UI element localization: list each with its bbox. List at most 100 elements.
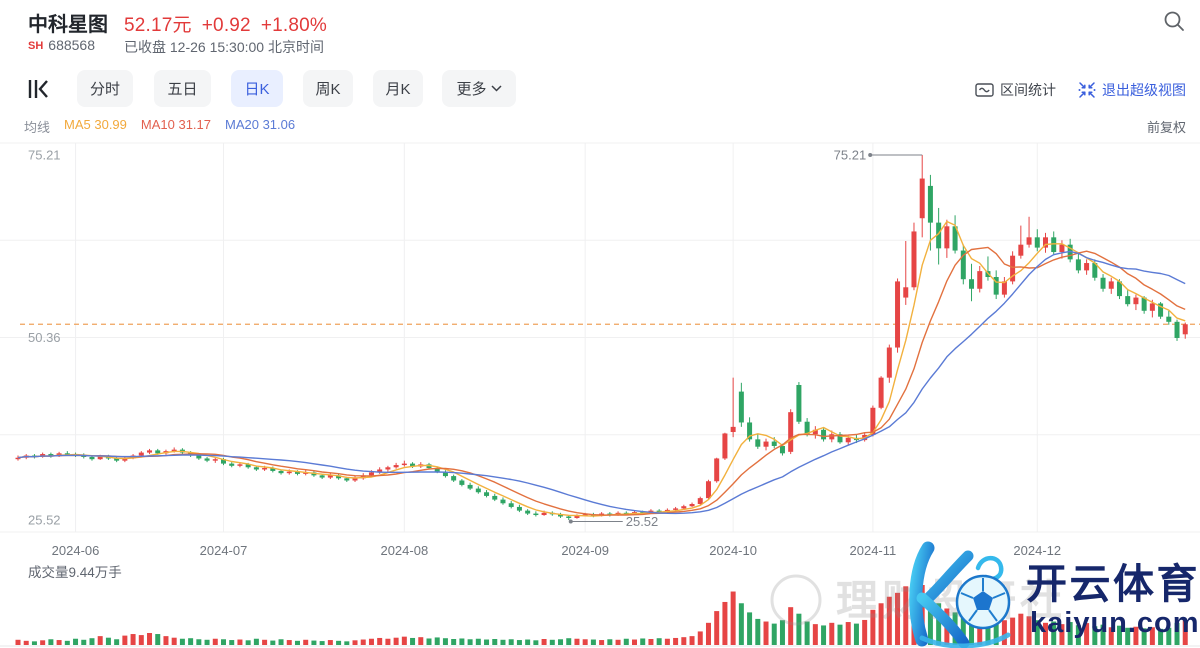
volume-bar xyxy=(1026,616,1032,645)
candle-body xyxy=(245,464,251,468)
tab-intraday[interactable]: 分时 xyxy=(77,70,133,107)
volume-bar xyxy=(1149,627,1155,645)
volume-bar xyxy=(1010,617,1016,645)
volume-bar xyxy=(442,638,448,645)
volume-bar xyxy=(1059,624,1065,645)
candle-body xyxy=(48,454,54,457)
candle-body xyxy=(459,480,465,485)
candle-body xyxy=(837,434,843,443)
candle-body xyxy=(886,347,892,378)
volume-bar xyxy=(1092,626,1098,645)
volume-bar xyxy=(212,638,218,645)
volume-bar xyxy=(327,640,333,645)
candle-body xyxy=(870,407,876,435)
volume-bar xyxy=(155,634,161,645)
volume-bar xyxy=(738,603,744,645)
candle-body xyxy=(1059,244,1065,253)
tab-five-day[interactable]: 五日 xyxy=(154,70,211,107)
volume-bar xyxy=(936,603,942,645)
candle-body xyxy=(1051,237,1057,253)
volume-bar xyxy=(385,638,391,645)
volume-bar xyxy=(344,641,350,645)
volume-bar xyxy=(903,586,909,645)
candle-body xyxy=(253,467,259,470)
candle-body xyxy=(763,441,769,447)
volume-bar xyxy=(1084,623,1090,645)
volume-bar xyxy=(286,640,292,645)
volume-bar xyxy=(377,637,383,645)
candle-body xyxy=(919,178,925,219)
candle-body xyxy=(1034,237,1040,248)
y-axis-label: 25.52 xyxy=(28,513,61,528)
volume-bar xyxy=(114,639,120,645)
candle-body xyxy=(270,468,276,471)
candle-body xyxy=(221,459,226,464)
search-icon[interactable] xyxy=(1162,9,1186,33)
volume-bar xyxy=(927,594,933,645)
volume-bar xyxy=(919,585,925,645)
volume-bar xyxy=(1174,622,1180,645)
volume-bar xyxy=(722,601,728,645)
candle-body xyxy=(262,468,268,470)
volume-bar xyxy=(549,639,555,645)
volume-bar xyxy=(508,639,514,645)
range-statistics-button[interactable]: 区间统计 xyxy=(975,80,1056,100)
exit-super-label: 退出超级视图 xyxy=(1102,82,1186,98)
candle-body xyxy=(500,499,506,504)
x-axis-label: 2024-06 xyxy=(52,543,100,558)
candle-body xyxy=(1018,244,1024,256)
volume-bar xyxy=(911,590,917,645)
volume-bar xyxy=(1158,628,1164,645)
candle-body xyxy=(484,492,490,496)
volume-bar xyxy=(796,613,802,645)
candle-body xyxy=(1043,237,1048,248)
volume-bar xyxy=(845,622,851,645)
volume-bar xyxy=(130,634,136,645)
volume-bar xyxy=(484,639,490,645)
candle-body xyxy=(1174,321,1180,338)
volume-bar xyxy=(451,639,457,645)
volume-bar xyxy=(664,638,670,645)
tab-weekly-k[interactable]: 周K xyxy=(303,70,353,107)
exit-super-view-button[interactable]: 退出超级视图 xyxy=(1078,80,1186,100)
candle-body xyxy=(755,439,761,447)
volume-bar xyxy=(500,639,506,645)
candle-body xyxy=(377,469,383,473)
tab-label: 分时 xyxy=(89,81,120,98)
candle-body xyxy=(895,281,901,348)
volume-bar xyxy=(1075,625,1081,645)
candle-body xyxy=(508,503,514,507)
volume-bar xyxy=(311,640,317,645)
candle-body xyxy=(689,504,695,507)
volume-bar xyxy=(360,639,366,645)
tab-more[interactable]: 更多 xyxy=(442,70,516,107)
volume-bar xyxy=(122,635,128,645)
volume-bar xyxy=(15,639,21,645)
high-price-annotation: 75.21 xyxy=(834,147,867,162)
candle-body xyxy=(114,458,120,461)
candle-body xyxy=(1149,303,1155,311)
volume-bar xyxy=(689,636,695,645)
adjust-mode-label[interactable]: 前复权 xyxy=(1146,120,1186,135)
stock-code: 688568 xyxy=(48,37,95,53)
candle-body xyxy=(1158,303,1164,317)
tab-label: 五日 xyxy=(167,81,198,98)
volume-bar xyxy=(253,638,259,645)
volume-bar xyxy=(294,640,300,645)
volume-bar xyxy=(163,636,169,645)
x-axis-label: 2024-12 xyxy=(1013,543,1061,558)
volume-bar xyxy=(48,639,54,645)
candle-body xyxy=(656,510,662,513)
volume-bar xyxy=(878,603,884,645)
volume-bar xyxy=(64,640,70,645)
volume-bar xyxy=(640,638,646,645)
volume-bar xyxy=(582,639,588,645)
tab-daily-k[interactable]: 日K xyxy=(231,70,283,107)
candle-body xyxy=(344,478,350,481)
tab-monthly-k[interactable]: 月K xyxy=(373,70,423,107)
volume-bar xyxy=(204,639,210,645)
candle-body xyxy=(960,250,966,280)
volume-bar xyxy=(969,616,975,645)
volume-bar xyxy=(960,609,966,645)
